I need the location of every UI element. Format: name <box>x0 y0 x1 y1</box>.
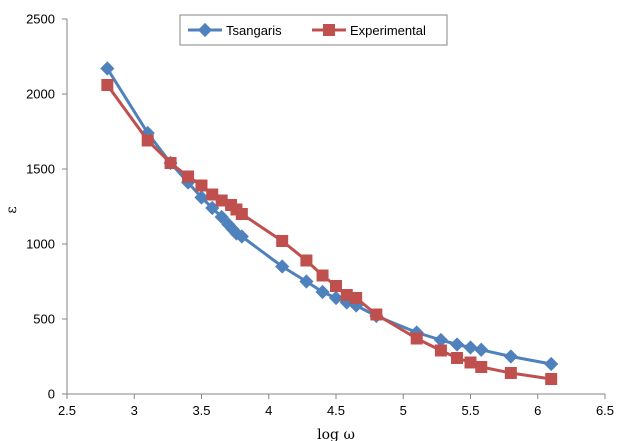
data-point-experimental <box>276 235 289 247</box>
data-point-tsangaris <box>299 274 314 289</box>
data-point-experimental <box>370 308 383 321</box>
data-point-tsangaris <box>328 290 344 306</box>
data-point-experimental <box>182 170 195 183</box>
axes <box>66 19 605 395</box>
x-ticks: 2.5 3 3.5 4 4.5 5 5.5 6 6.5 <box>58 394 614 418</box>
series-line-experimental <box>106 84 552 381</box>
data-point-experimental <box>350 292 363 304</box>
x-tick-label: 5.5 <box>461 403 479 418</box>
x-tick-label: 3 <box>131 403 138 418</box>
x-tick-label: 4.5 <box>327 403 345 418</box>
data-point-experimental <box>101 79 114 91</box>
x-tick-label: 6 <box>534 403 541 418</box>
data-point-experimental <box>141 134 154 147</box>
legend-label-experimental: Experimental <box>350 23 426 38</box>
x-axis-title: log ω <box>317 427 355 441</box>
data-point-tsangaris <box>449 337 465 352</box>
data-point-tsangaris <box>433 332 448 348</box>
legend-marker-experimental <box>323 24 335 36</box>
x-tick-label: 5 <box>400 403 407 418</box>
data-point-experimental <box>475 361 488 373</box>
data-point-tsangaris <box>194 190 209 205</box>
series-experimental <box>101 79 558 385</box>
y-axis-title: ε <box>4 206 20 213</box>
legend: Tsangaris Experimental <box>179 14 448 46</box>
y-tick-label: 2000 <box>26 87 55 102</box>
y-tick-label: 1500 <box>26 162 55 177</box>
data-point-experimental <box>410 332 423 345</box>
legend-label-tsangaris: Tsangaris <box>226 23 282 38</box>
data-point-experimental <box>164 157 177 169</box>
data-point-experimental <box>206 188 219 201</box>
data-point-experimental <box>195 179 208 192</box>
x-tick-label: 6.5 <box>596 403 614 418</box>
y-tick-label: 2500 <box>26 12 55 27</box>
data-point-tsangaris <box>503 349 518 364</box>
data-point-tsangaris <box>100 61 115 76</box>
x-tick-label: 3.5 <box>192 403 210 418</box>
data-point-tsangaris <box>544 356 559 372</box>
data-point-tsangaris <box>463 340 478 355</box>
data-point-experimental <box>451 352 464 364</box>
data-point-experimental <box>464 356 477 369</box>
data-point-experimental <box>545 373 558 385</box>
series-layer <box>100 61 559 385</box>
data-point-tsangaris <box>474 342 489 357</box>
data-point-experimental <box>215 194 228 207</box>
series-line-tsangaris <box>106 67 552 366</box>
data-point-experimental <box>330 280 342 292</box>
x-tick-label: 4 <box>265 403 272 418</box>
y-tick-label: 1000 <box>26 237 55 252</box>
y-ticks: 0 500 1000 1500 2000 2500 <box>26 12 67 402</box>
x-tick-label: 2.5 <box>58 403 76 418</box>
data-point-experimental <box>316 269 329 282</box>
data-point-experimental <box>504 367 517 379</box>
data-point-experimental <box>235 208 248 220</box>
y-tick-label: 0 <box>48 387 55 402</box>
data-point-tsangaris <box>234 229 249 244</box>
data-point-tsangaris <box>315 284 330 300</box>
legend-item-experimental: Experimental <box>312 23 426 38</box>
data-point-tsangaris <box>275 259 290 274</box>
data-point-experimental <box>340 289 353 301</box>
data-point-tsangaris <box>214 209 229 225</box>
data-point-experimental <box>300 254 313 267</box>
y-tick-label: 500 <box>33 312 55 327</box>
data-point-experimental <box>434 344 447 357</box>
series-tsangaris <box>100 61 559 372</box>
